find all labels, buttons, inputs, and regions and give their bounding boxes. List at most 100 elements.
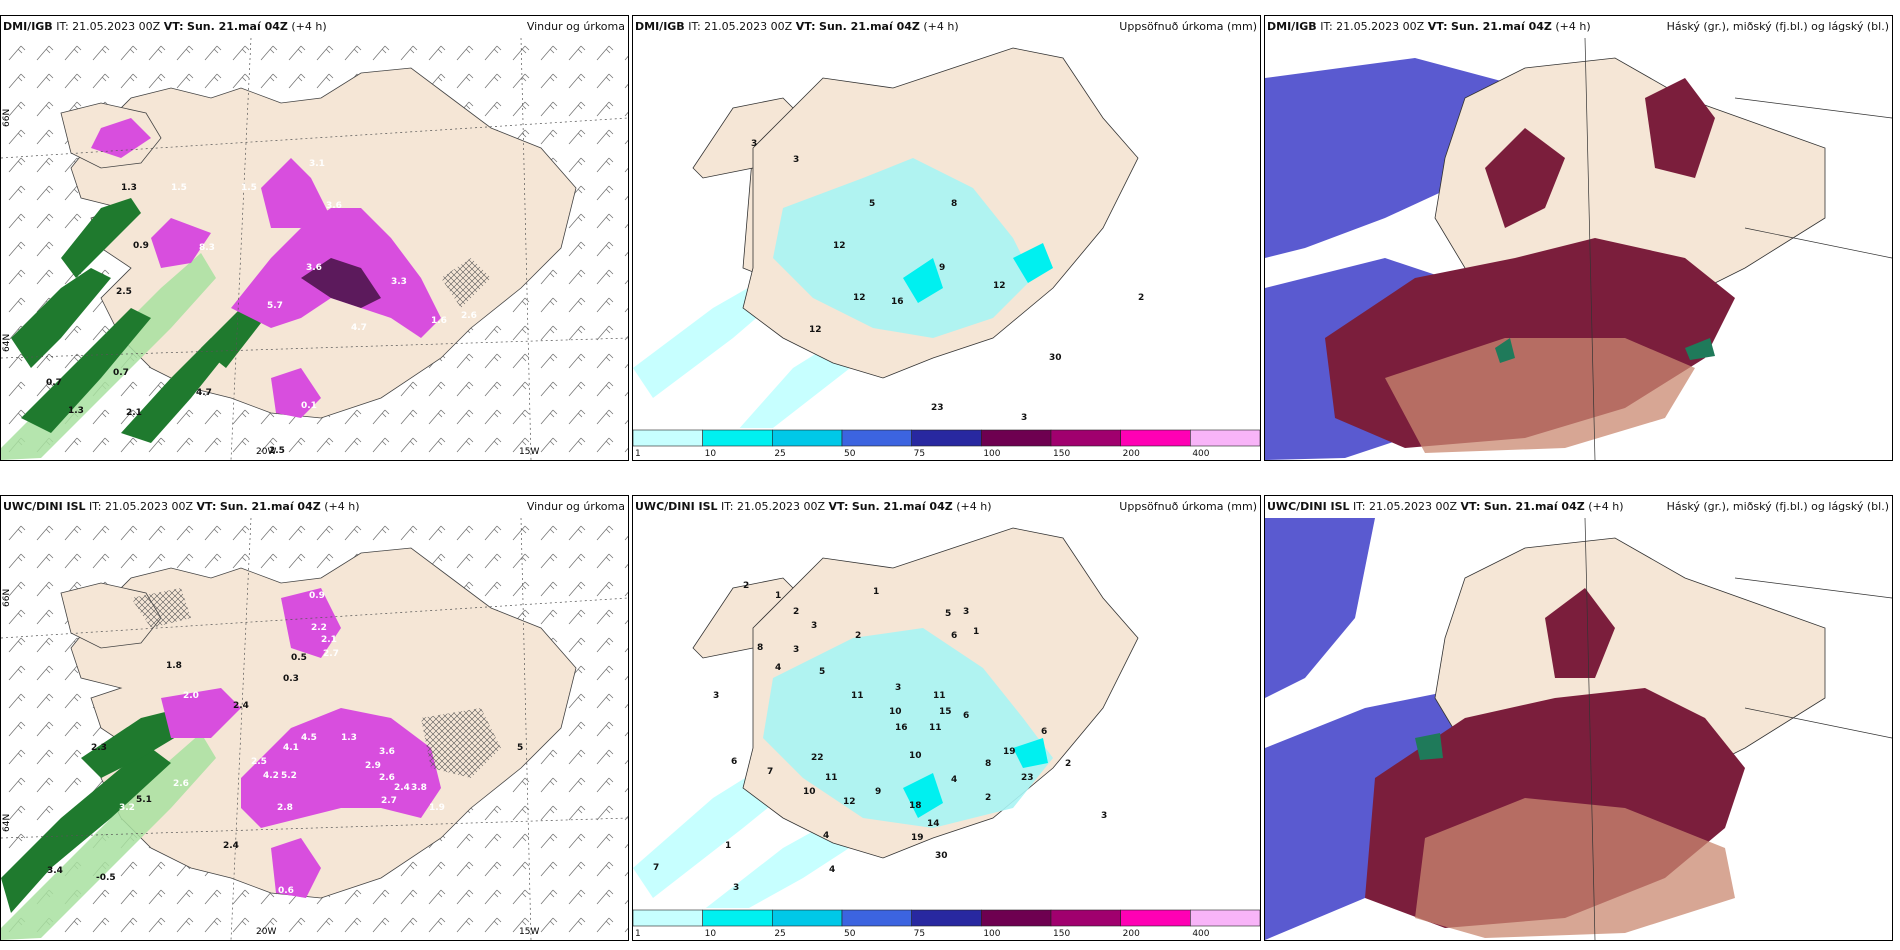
panel-title: Vindur og úrkoma	[526, 20, 625, 33]
low-cloud-region	[1415, 798, 1735, 938]
accum-value: 3	[713, 691, 719, 701]
graticule-lines	[1584, 38, 1892, 460]
accum-value: 3	[733, 883, 739, 893]
colorbar-tick-label: 50	[844, 449, 856, 459]
accum-value: 5	[819, 667, 825, 677]
precip-value: 2.4	[233, 701, 249, 711]
map-area	[1265, 518, 1892, 940]
precip-value: 3.4	[47, 866, 63, 876]
lead-time: (+4 h)	[956, 500, 992, 513]
accum-precip-10-25-east	[1013, 738, 1048, 768]
panel-title: Vindur og úrkoma	[526, 500, 625, 513]
lon-label-15w: 15W	[519, 927, 539, 937]
init-time: 21.05.2023 00Z	[105, 500, 194, 513]
magenta-precip-north	[261, 158, 331, 228]
accum-value: 1	[775, 591, 781, 601]
colorbar-tick-label: 1	[635, 449, 641, 459]
green-streak-2	[81, 708, 191, 778]
precip-value: 2.8	[277, 803, 293, 813]
magenta-precip-west	[161, 688, 241, 738]
precip-value: 2.6	[379, 773, 395, 783]
precip-value: 1.5	[171, 183, 187, 193]
precip-value: 2.5	[116, 287, 132, 297]
lead-time: (+4 h)	[324, 500, 360, 513]
clouds-map	[1265, 38, 1892, 460]
valid-time: Sun. 21.maí 04Z	[219, 500, 321, 513]
accum-value: 12	[843, 797, 856, 807]
precip-value: 1.3	[68, 406, 84, 416]
vt-label: VT:	[196, 500, 217, 513]
wind-precip-map: 66N 64N 20W 15W 3.1 3.6 3.6 5.7 1.3 1.5 …	[1, 38, 628, 460]
model-name: UWC/DINI ISL	[635, 500, 718, 513]
panel-title: Uppsöfnuð úrkoma (mm)	[1119, 500, 1257, 513]
map-area: 66N 64N 20W 15W 0.9 2.2 2.1 2.7 0.5 0.3 …	[1, 518, 628, 940]
colorbar-swatch	[841, 429, 912, 447]
vt-label: VT:	[828, 500, 849, 513]
precip-value: 0.6	[278, 886, 294, 896]
precip-value: 2.0	[183, 691, 199, 701]
panel-header: DMI/IGB IT: 21.05.2023 00Z VT: Sun. 21.m…	[1265, 16, 1892, 38]
vt-label: VT:	[1427, 20, 1448, 33]
it-label: IT:	[688, 20, 701, 33]
accum-precip-cyan-region	[763, 628, 1053, 828]
high-cloud-region-north	[1545, 588, 1615, 678]
lon-label-20w: 20W	[256, 927, 276, 937]
accum-value: 3	[1101, 811, 1107, 821]
accum-value: 11	[933, 691, 946, 701]
accum-value: 2	[985, 793, 991, 803]
precip-value: 3.8	[411, 783, 427, 793]
precip-value: 0.7	[46, 378, 62, 388]
colorbar-svg: 1 10 25 50 75 100 150 200 400	[633, 429, 1260, 459]
model-name: UWC/DINI ISL	[3, 500, 86, 513]
magenta-precip-south	[271, 838, 321, 898]
high-cloud-region-north	[1485, 128, 1565, 228]
accum-value: 11	[825, 773, 838, 783]
green-streak-1	[1, 748, 171, 913]
accum-value: 12	[853, 293, 866, 303]
accum-value: 19	[911, 833, 924, 843]
colorbar-tick-label: 75	[914, 929, 925, 939]
low-cloud-region	[1385, 338, 1695, 453]
precip-value: 3.6	[326, 201, 342, 211]
lat-label-66n: 66N	[2, 109, 12, 127]
colorbar-swatch	[981, 909, 1052, 927]
precip-value: 2.4	[223, 841, 239, 851]
lon-label-15w: 15W	[519, 447, 539, 457]
precip-value: 5.7	[267, 301, 283, 311]
panel-clouds-uwc: UWC/DINI ISL IT: 21.05.2023 00Z VT: Sun.…	[1264, 495, 1893, 941]
purple-precip-core	[301, 258, 381, 308]
precip-value: 4.7	[196, 388, 212, 398]
accum-value: 12	[833, 241, 846, 251]
accum-value: 2	[855, 631, 861, 641]
valid-time: Sun. 21.maí 04Z	[851, 500, 953, 513]
accum-value: 18	[909, 801, 922, 811]
accum-value: 6	[963, 711, 969, 721]
wind-precip-map: 66N 64N 20W 15W 0.9 2.2 2.1 2.7 0.5 0.3 …	[1, 518, 628, 940]
accum-value: 3	[811, 621, 817, 631]
precip-value: 3.6	[306, 263, 322, 273]
accum-value: 6	[1041, 727, 1047, 737]
accum-value: 11	[929, 723, 942, 733]
accum-precip-cyan-region	[773, 158, 1033, 338]
magenta-precip-main	[241, 708, 441, 828]
precip-value: 3.2	[119, 803, 135, 813]
accum-value-labels: 2 1 2 3 1 5 3 6 1 2 4 3 5 11 3 11 10 16 …	[653, 581, 1107, 893]
colorbar-tick-label: 50	[844, 929, 856, 939]
colorbar-tick-label: 200	[1123, 929, 1140, 939]
init-time: 21.05.2023 00Z	[1369, 500, 1458, 513]
clouds-map	[1265, 518, 1892, 940]
accum-value: 12	[993, 281, 1006, 291]
accum-value: 5	[945, 609, 951, 619]
colorbar-swatch	[911, 909, 982, 927]
accum-value: 16	[891, 297, 904, 307]
green-streak-3	[121, 338, 231, 443]
colorbar-tick-label: 150	[1053, 449, 1070, 459]
precip-value: -0.5	[96, 873, 116, 883]
lon-label-20w: 20W	[256, 447, 276, 457]
precip-value-labels: 3.1 3.6 3.6 5.7 1.3 1.5 8.3 0.9 2.6 3.3 …	[46, 159, 477, 456]
colorbar-swatch	[633, 909, 703, 927]
accum-value: 8	[757, 643, 763, 653]
precip-value: 4.1	[283, 743, 299, 753]
lat-label-66n: 66N	[2, 589, 12, 607]
colorbar-swatch	[1120, 909, 1191, 927]
